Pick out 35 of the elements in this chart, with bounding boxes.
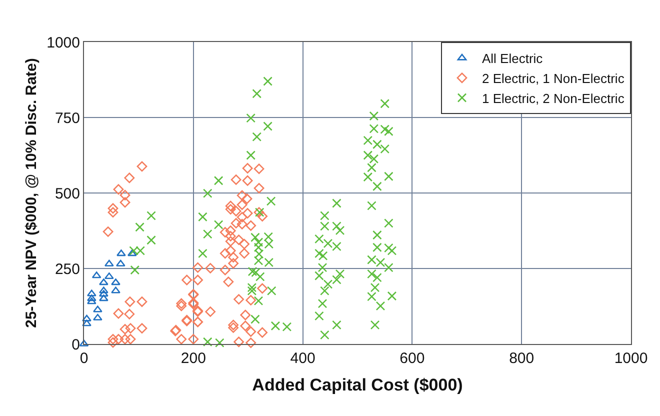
x-tick-label: 600	[400, 350, 425, 367]
point	[99, 278, 108, 286]
point	[99, 294, 108, 302]
point	[111, 278, 120, 286]
x-tick-label: 200	[180, 350, 206, 367]
point	[92, 306, 102, 312]
x-tick-label: 800	[509, 350, 534, 367]
legend-label: All Electric	[482, 51, 544, 66]
point	[111, 286, 120, 294]
point	[92, 314, 102, 320]
point	[99, 286, 108, 294]
legend-label: 1 Electric, 2 Non-Electric	[482, 90, 625, 106]
x-tick-label: 400	[290, 350, 316, 367]
point	[116, 250, 126, 256]
y-tick-label: 500	[54, 185, 80, 202]
x-tick-label: 1000	[614, 350, 648, 367]
point	[86, 294, 96, 302]
legend-label: 2 Electric, 1 Non-Electric	[482, 70, 625, 86]
x-axis-title: Added Capital Cost ($000)	[252, 375, 463, 394]
point	[127, 250, 137, 256]
point	[92, 272, 102, 278]
point	[82, 314, 92, 322]
point	[86, 298, 96, 304]
point	[79, 340, 89, 346]
point	[99, 290, 108, 297]
y-tick-label: 1000	[46, 34, 80, 52]
y-axis-title: 25-Year NPV ($000, @ 10% Disc. Rate)	[22, 58, 40, 328]
point	[104, 272, 114, 280]
y-tick-label: 250	[54, 260, 80, 278]
y-tick-label: 0	[72, 336, 80, 354]
point	[104, 260, 114, 266]
point	[82, 320, 92, 326]
point	[116, 260, 126, 266]
y-tick-label: 750	[54, 110, 80, 127]
point	[86, 290, 96, 296]
